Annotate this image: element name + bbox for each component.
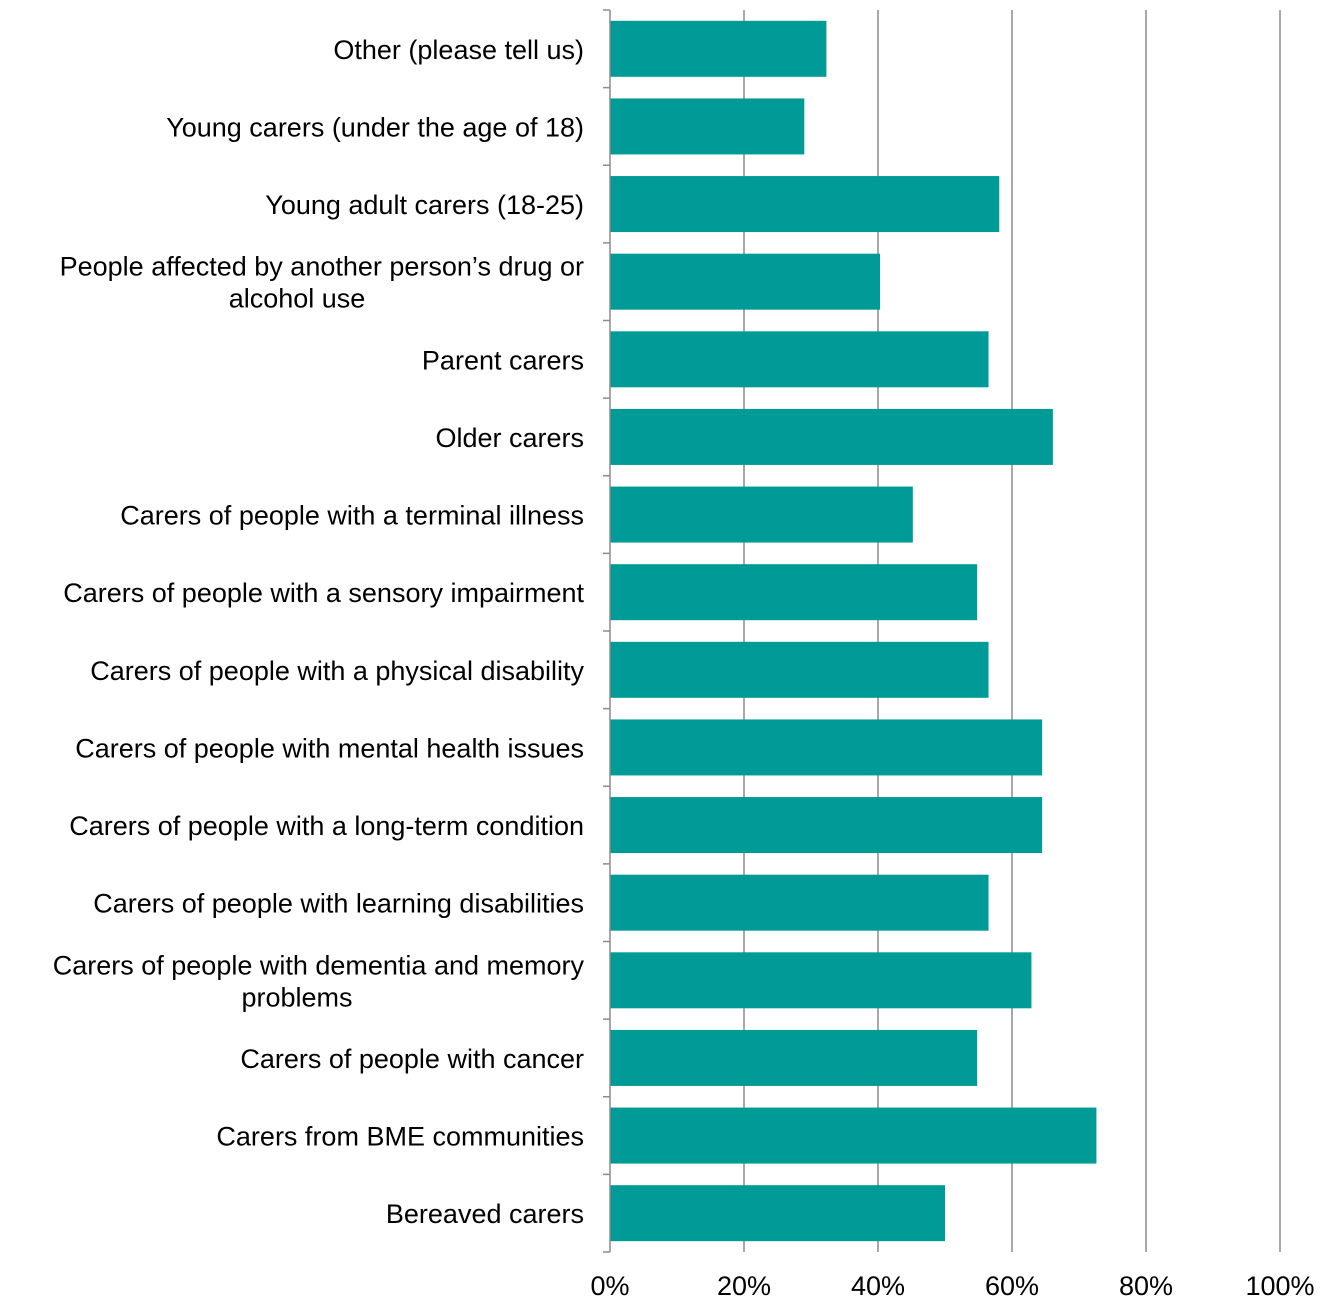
- bar: [610, 641, 989, 698]
- bar: [610, 1107, 1097, 1164]
- x-tick-labels: 0% 20% 40% 60% 80% 100%: [590, 1271, 1314, 1300]
- bar: [610, 98, 805, 155]
- category-label: Other (please tell us): [333, 35, 584, 65]
- y-axis: [603, 9, 611, 1253]
- bar: [610, 1029, 978, 1086]
- bar: [610, 408, 1053, 465]
- bar: [610, 176, 1000, 233]
- category-labels: Other (please tell us) Young carers (unde…: [53, 35, 585, 1229]
- x-tick-label: 60%: [985, 1271, 1039, 1300]
- category-label-line: People affected by another person’s drug…: [60, 252, 584, 282]
- category-label: Carers of people with a long-term condit…: [69, 811, 584, 841]
- category-label: Parent carers: [422, 345, 584, 375]
- category-label: Carers of people with a sensory impairme…: [63, 578, 584, 608]
- category-label: Young adult carers (18-25): [265, 190, 584, 220]
- x-tick-label: 0%: [590, 1271, 629, 1300]
- category-label-line: Carers of people with dementia and memor…: [53, 950, 585, 980]
- category-label-line: alcohol use: [229, 284, 366, 314]
- x-tick-label: 80%: [1119, 1271, 1173, 1300]
- bar: [610, 1185, 945, 1242]
- bar: [610, 564, 978, 621]
- x-tick-label: 40%: [851, 1271, 905, 1300]
- bar: [610, 719, 1043, 776]
- category-label: Carers of people with a physical disabil…: [90, 656, 584, 686]
- bars: [610, 20, 1097, 1242]
- category-label: Older carers: [435, 423, 584, 453]
- category-label: Bereaved carers: [386, 1199, 584, 1229]
- x-tick-label: 100%: [1245, 1271, 1314, 1300]
- x-tick-label: 20%: [717, 1271, 771, 1300]
- bar: [610, 486, 913, 543]
- category-label: Carers of people with mental health issu…: [75, 733, 584, 763]
- bar: [610, 253, 881, 310]
- category-label: Carers of people with cancer: [240, 1044, 584, 1074]
- bar: [610, 797, 1043, 854]
- category-label: Carers of people with learning disabilit…: [93, 889, 584, 919]
- category-label-line: problems: [241, 982, 352, 1012]
- category-label: Carers of people with a terminal illness: [120, 501, 584, 531]
- bar: [610, 20, 827, 77]
- bar: [610, 331, 989, 388]
- bar: [610, 952, 1032, 1009]
- category-label: Carers from BME communities: [216, 1122, 584, 1152]
- category-label: Young carers (under the age of 18): [166, 112, 584, 142]
- bar: [610, 874, 989, 931]
